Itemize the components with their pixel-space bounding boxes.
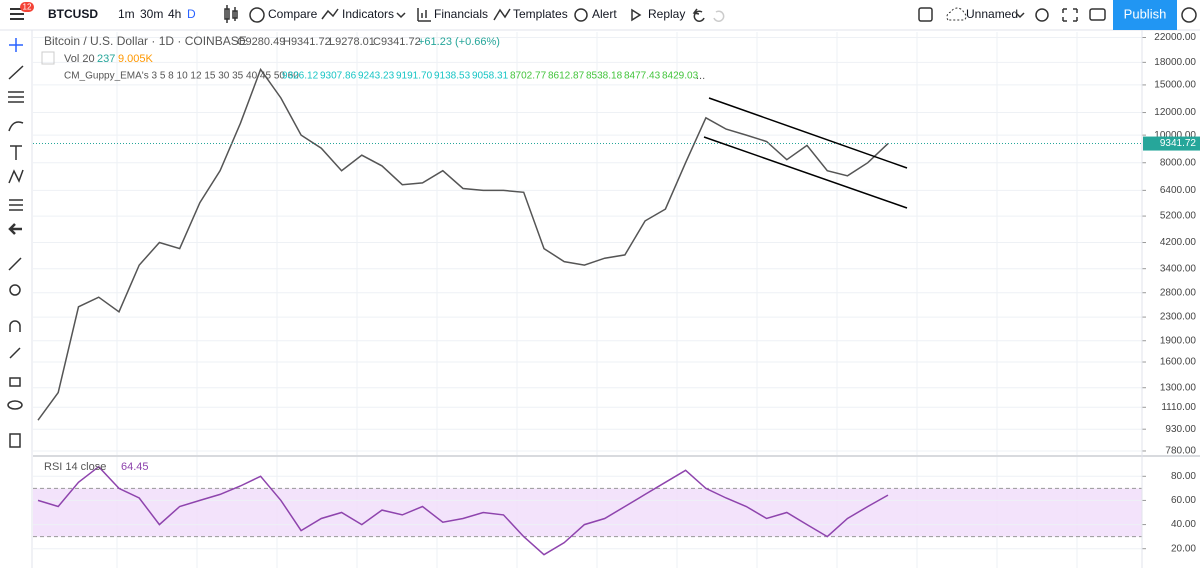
- y-tick-label: 1600.00: [1160, 357, 1197, 368]
- menu-button[interactable]: 12: [10, 2, 34, 20]
- y-tick-label: 60.00: [1171, 495, 1196, 506]
- last-price-tag: [1143, 136, 1200, 151]
- y-tick-label: 15000.00: [1154, 80, 1196, 91]
- legend: Bitcoin / U.S. Dollar · 1D · COINBASE O9…: [41, 34, 705, 473]
- rsi-value: 64.45: [121, 461, 149, 473]
- dropdown-arrow[interactable]: [396, 12, 406, 19]
- fullscreen-button[interactable]: [1062, 8, 1078, 22]
- guppy-value: 9307.86: [320, 71, 357, 82]
- fullscreen-toggle[interactable]: [918, 7, 933, 22]
- series-line: [37, 67, 889, 421]
- collapse-toggle[interactable]: [41, 51, 55, 65]
- ohlc-open: O9280.49: [237, 36, 285, 48]
- y-tick-label: 6400.00: [1160, 185, 1197, 196]
- y-tick-label: 10000.00: [1154, 130, 1196, 141]
- y-tick-label: 1300.00: [1160, 382, 1197, 393]
- guppy-value: 9138.53: [434, 71, 471, 82]
- y-tick-label: 5200.00: [1160, 211, 1197, 222]
- guppy-name: CM_Guppy_EMA's 3 5 8 10 12 15 30 35 40 4…: [64, 71, 299, 82]
- guppy-value: 9326.12: [282, 71, 319, 82]
- y-tick-label: 12000.00: [1154, 107, 1196, 118]
- channel-line[interactable]: [708, 97, 908, 169]
- templates-button[interactable]: Templates: [513, 7, 568, 21]
- top-toolbar: [0, 0, 1200, 30]
- channel-line[interactable]: [703, 136, 908, 209]
- rsi-pane: 80.00 60.00 40.00 20.00: [33, 457, 1196, 568]
- series-line: [37, 465, 889, 556]
- interval[interactable]: 30m: [140, 7, 163, 21]
- instrument-title: Bitcoin / U.S. Dollar · 1D · COINBASE: [44, 34, 247, 48]
- volume-name: Vol 20: [64, 53, 95, 65]
- y-tick-label: 1900.00: [1160, 335, 1197, 346]
- notification-badge: 12: [23, 3, 32, 12]
- guppy-value: 9243.23: [358, 71, 395, 82]
- alert-button[interactable]: Alert: [592, 7, 617, 21]
- guppy-value: 8477.43: [624, 71, 661, 82]
- y-tick-label: 3400.00: [1160, 263, 1197, 274]
- indicators-button[interactable]: Indicators: [342, 7, 394, 21]
- y-tick-label: 4200.00: [1160, 237, 1197, 248]
- replay-button[interactable]: Replay: [648, 7, 685, 21]
- play-button[interactable]: [1181, 7, 1197, 23]
- publish-button-bg[interactable]: [1113, 0, 1177, 30]
- alert-icon: [574, 8, 588, 22]
- y-tick-label: 2800.00: [1160, 287, 1197, 298]
- price-change: +61.23 (+0.66%): [418, 36, 500, 48]
- interval[interactable]: 1m: [118, 7, 135, 21]
- templates-icon: [493, 8, 511, 21]
- ohlc-close: C9341.72: [373, 36, 421, 48]
- settings-button[interactable]: [1035, 8, 1049, 22]
- guppy-value: 8538.18: [586, 71, 623, 82]
- candle-icon[interactable]: [224, 5, 238, 23]
- y-tick-label: 8000.00: [1160, 157, 1197, 168]
- symbol[interactable]: BTCUSD: [48, 7, 98, 21]
- rsi-name: RSI 14 close: [44, 461, 106, 473]
- guppy-value: 9191.70: [396, 71, 433, 82]
- y-tick-label: 780.00: [1165, 446, 1196, 457]
- y-tick-label: 18000.00: [1154, 57, 1196, 68]
- dropdown-arrow[interactable]: [1015, 12, 1025, 19]
- guppy-value: 9058.31: [472, 71, 509, 82]
- compare-button[interactable]: Compare: [268, 7, 318, 21]
- undo-button[interactable]: [692, 8, 705, 22]
- guppy-value: 8702.77: [510, 71, 547, 82]
- last-price-label: 9341.72: [1160, 138, 1197, 149]
- volume-value: 237: [97, 53, 115, 65]
- rsi-band: [33, 488, 1142, 537]
- publish-button[interactable]: Publish: [1124, 6, 1167, 21]
- guppy-value: 8612.87: [548, 71, 585, 82]
- guppy-more: ...: [696, 70, 705, 82]
- volume-ma: 9.005K: [118, 53, 154, 65]
- ohlc-low: L9278.01: [329, 36, 375, 48]
- financials-button[interactable]: Financials: [434, 7, 488, 21]
- cloud-icon: [946, 7, 967, 21]
- y-tick-label: 80.00: [1171, 471, 1196, 482]
- y-tick-label: 20.00: [1171, 543, 1196, 554]
- y-tick-label: 930.00: [1165, 424, 1196, 435]
- indicators-icon: [321, 8, 339, 20]
- redo-button[interactable]: [713, 10, 725, 22]
- guppy-value: 8429.03: [662, 71, 699, 82]
- layout-name[interactable]: Unnamed: [966, 7, 1018, 21]
- ohlc-high: H9341.72: [283, 36, 331, 48]
- replay-icon: [631, 8, 642, 22]
- y-tick-label: 22000.00: [1154, 32, 1196, 43]
- y-tick-label: 1110.00: [1161, 402, 1196, 413]
- financials-icon: [417, 8, 431, 22]
- price-pane: 22000.00 18000.00 15000.00 12000.00 10000.00…: [33, 32, 1200, 457]
- y-tick-label: 40.00: [1171, 519, 1196, 530]
- compare-icon: [249, 7, 265, 23]
- left-tools[interactable]: [7, 38, 24, 448]
- snapshot-button[interactable]: [1089, 8, 1106, 21]
- y-tick-label: 2300.00: [1160, 312, 1197, 323]
- interval-active[interactable]: D: [187, 7, 196, 21]
- interval[interactable]: 4h: [168, 7, 181, 21]
